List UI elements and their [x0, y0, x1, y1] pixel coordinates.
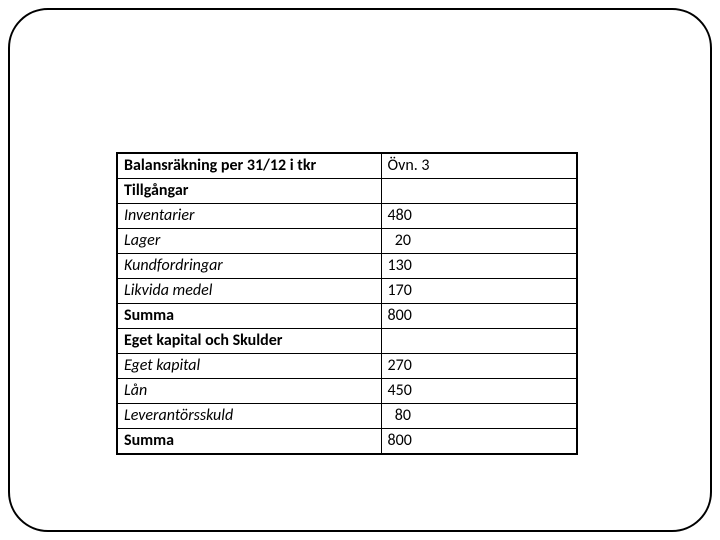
cell-value: 20 — [381, 229, 577, 254]
table-row: Likvida medel 170 — [117, 279, 577, 304]
table-row: Lån 450 — [117, 379, 577, 404]
cell-label: Eget kapital och Skulder — [117, 329, 381, 354]
cell-value: 800 — [381, 429, 577, 455]
cell-value: Övn. 3 — [381, 153, 577, 179]
balance-sheet-table: Balansräkning per 31/12 i tkr Övn. 3 Til… — [116, 152, 578, 455]
cell-label: Eget kapital — [117, 354, 381, 379]
cell-label: Kundfordringar — [117, 254, 381, 279]
table-row: Leverantörsskuld 80 — [117, 404, 577, 429]
cell-value: 800 — [381, 304, 577, 329]
cell-label: Lån — [117, 379, 381, 404]
table-row: Eget kapital och Skulder — [117, 329, 577, 354]
table-row: Kundfordringar 130 — [117, 254, 577, 279]
cell-label: Likvida medel — [117, 279, 381, 304]
cell-value: 450 — [381, 379, 577, 404]
cell-value: 170 — [381, 279, 577, 304]
table-row: Summa 800 — [117, 304, 577, 329]
cell-label: Leverantörsskuld — [117, 404, 381, 429]
cell-value — [381, 329, 577, 354]
cell-label: Inventarier — [117, 204, 381, 229]
cell-value: 80 — [381, 404, 577, 429]
cell-label: Balansräkning per 31/12 i tkr — [117, 153, 381, 179]
balance-sheet-body: Balansräkning per 31/12 i tkr Övn. 3 Til… — [117, 153, 577, 454]
table-row: Balansräkning per 31/12 i tkr Övn. 3 — [117, 153, 577, 179]
cell-label: Summa — [117, 429, 381, 455]
cell-value: 480 — [381, 204, 577, 229]
table-row: Eget kapital 270 — [117, 354, 577, 379]
cell-label: Summa — [117, 304, 381, 329]
cell-label: Tillgångar — [117, 179, 381, 204]
table-row: Summa 800 — [117, 429, 577, 455]
cell-value — [381, 179, 577, 204]
cell-value: 130 — [381, 254, 577, 279]
table-row: Tillgångar — [117, 179, 577, 204]
cell-value: 270 — [381, 354, 577, 379]
table-row: Lager 20 — [117, 229, 577, 254]
table-row: Inventarier 480 — [117, 204, 577, 229]
cell-label: Lager — [117, 229, 381, 254]
